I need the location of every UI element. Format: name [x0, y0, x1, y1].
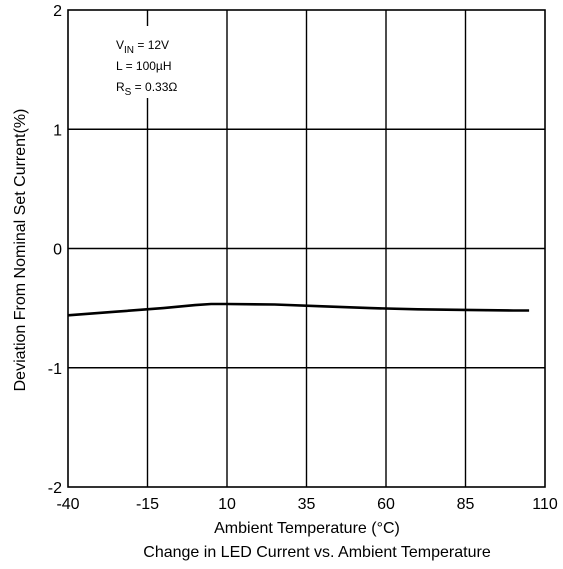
grid — [68, 10, 545, 487]
x-tick-label: 60 — [377, 496, 395, 513]
x-tick-label: -40 — [56, 496, 79, 513]
annotation-vin: VIN = 12V — [116, 38, 169, 56]
x-tick-label: 10 — [218, 496, 236, 513]
y-tick-label: 0 — [53, 242, 62, 259]
x-tick-label: 35 — [298, 496, 316, 513]
annotation-inductance: L = 100µH — [116, 59, 172, 73]
x-axis-label: Ambient Temperature (°C) — [214, 520, 400, 537]
annotation-rs: RS = 0.33Ω — [116, 80, 177, 98]
x-tick-labels: -40 -15 10 35 60 85 110 — [56, 496, 557, 513]
plot-frame — [67, 9, 546, 488]
annotation-box — [104, 26, 214, 98]
chart-caption: Change in LED Current vs. Ambient Temper… — [143, 544, 491, 561]
series-layer — [67, 302, 530, 317]
x-tick-label: 110 — [532, 496, 558, 513]
x-tick-label: 85 — [457, 496, 475, 513]
y-tick-label: -2 — [48, 480, 62, 497]
series-line — [67, 302, 530, 317]
y-axis-label: Deviation From Nominal Set Current(%) — [12, 109, 29, 392]
y-tick-label: -1 — [48, 361, 62, 378]
x-tick-label: -15 — [136, 496, 159, 513]
y-tick-label: 2 — [53, 3, 62, 20]
y-tick-labels: -2 -1 0 1 2 — [48, 3, 62, 497]
y-tick-label: 1 — [53, 122, 62, 139]
